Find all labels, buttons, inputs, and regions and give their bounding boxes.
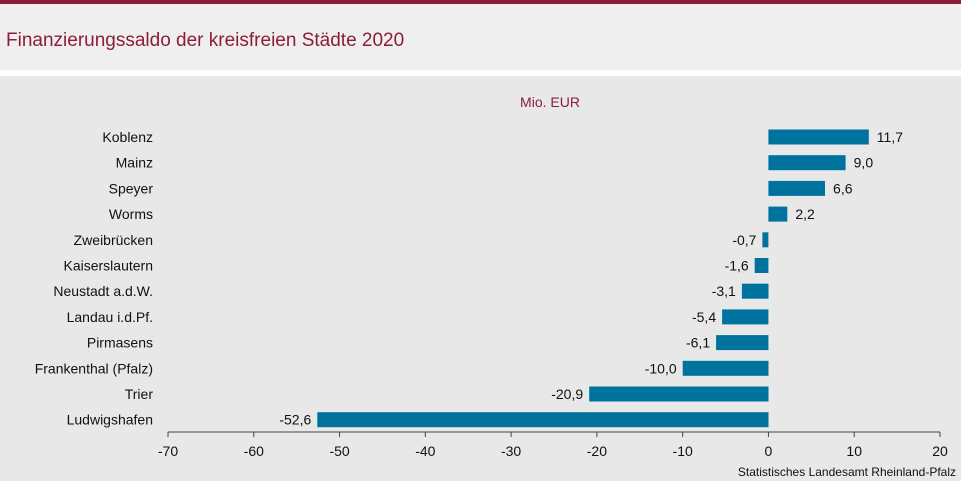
x-tick-label: -10 (673, 443, 693, 459)
value-label: -52,6 (279, 412, 311, 428)
source-label: Statistisches Landesamt Rheinland-Pfalz (738, 465, 956, 479)
x-tick-label: -20 (587, 443, 607, 459)
x-tick-label: 20 (932, 443, 948, 459)
bar (762, 232, 769, 248)
category-label: Ludwigshafen (67, 412, 153, 428)
chart-header: Finanzierungssaldo der kreisfreien Städt… (0, 4, 961, 70)
bar (589, 386, 769, 402)
bar (741, 283, 769, 299)
value-label: -10,0 (645, 360, 677, 376)
header-separator (0, 70, 961, 76)
value-label: -20,9 (551, 386, 583, 402)
bar (768, 129, 869, 145)
value-label: -5,4 (692, 309, 716, 325)
x-tick-label: -30 (501, 443, 521, 459)
bar (317, 412, 769, 428)
bar (722, 309, 769, 325)
value-label: -3,1 (712, 283, 736, 299)
chart-title: Finanzierungssaldo der kreisfreien Städt… (6, 30, 405, 51)
unit-label: Mio. EUR (520, 94, 580, 110)
category-label: Pirmasens (87, 335, 153, 351)
category-label: Worms (109, 206, 153, 222)
category-label: Trier (125, 386, 154, 402)
x-tick-label: 10 (846, 443, 862, 459)
bar (682, 360, 769, 376)
x-tick-label: -50 (329, 443, 349, 459)
value-label: 9,0 (854, 155, 874, 171)
chart-area: Mio. EUR Koblenz 11,7 Mainz 9,0 Speyer 6,6 Wor… (0, 76, 961, 481)
bar (754, 258, 769, 273)
category-label: Koblenz (102, 129, 153, 145)
value-label: -0,7 (732, 232, 756, 248)
value-label: -1,6 (725, 258, 749, 274)
category-label: Kaiserslautern (64, 258, 154, 274)
x-axis: -70 -60 -50 -40 -30 -20 -10 0 10 20 (158, 431, 948, 459)
bar-chart: Mio. EUR Koblenz 11,7 Mainz 9,0 Speyer 6,6 Wor… (35, 94, 956, 479)
category-label: Frankenthal (Pfalz) (35, 360, 153, 376)
x-tick-label: 0 (765, 443, 773, 459)
x-tick-label: -40 (415, 443, 435, 459)
bar (768, 155, 846, 171)
value-label: 6,6 (833, 180, 853, 196)
value-label: 11,7 (877, 129, 903, 145)
category-label: Zweibrücken (74, 232, 153, 248)
x-tick-label: -60 (244, 443, 264, 459)
bars-group: Koblenz 11,7 Mainz 9,0 Speyer 6,6 Worms 2,2 Zwei… (35, 129, 904, 428)
top-accent-line (0, 0, 961, 4)
category-label: Neustadt a.d.W. (53, 283, 153, 299)
category-label: Mainz (116, 155, 153, 171)
value-label: -6,1 (686, 335, 710, 351)
category-label: Speyer (109, 180, 154, 196)
x-tick-label: -70 (158, 443, 178, 459)
bar (768, 180, 825, 196)
bar (768, 206, 788, 222)
category-label: Landau i.d.Pf. (67, 309, 153, 325)
bar (716, 335, 769, 351)
value-label: 2,2 (795, 206, 815, 222)
